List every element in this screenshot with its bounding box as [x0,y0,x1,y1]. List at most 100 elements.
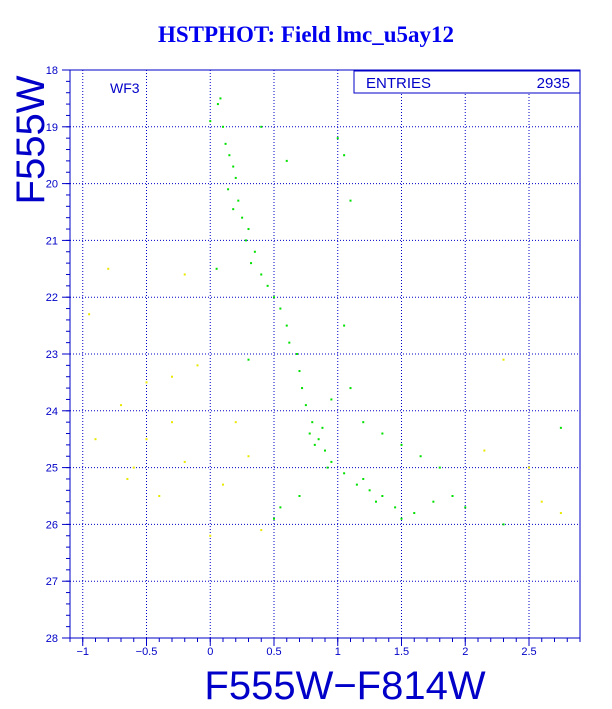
data-point [126,477,129,480]
data-point [304,404,307,407]
data-point [295,353,298,355]
stats-entries-value: 2935 [537,75,570,92]
data-point [209,534,212,537]
y-tick-label: 26 [46,519,58,531]
data-point [145,381,148,384]
data-point [400,443,403,446]
data-point [330,398,333,401]
data-point [559,512,562,515]
data-point [326,466,329,469]
y-tick-label: 28 [46,633,58,645]
y-tick-label: 20 [46,179,58,191]
data-point [247,358,250,361]
data-point [502,358,505,361]
data-point [528,466,530,469]
data-point [222,483,224,486]
y-tick-label: 22 [46,292,58,304]
x-tick-label: −1 [76,646,89,658]
x-tick-label: 2 [462,646,468,658]
data-point [232,208,235,211]
y-axis-label: F555W [9,75,53,204]
x-tick-label: 2.5 [521,646,536,658]
data-point [288,341,291,344]
data-point [183,273,186,276]
data-point [400,517,403,520]
data-point [279,506,282,509]
data-point [375,500,377,503]
data-point [355,483,358,486]
y-tick-label: 19 [46,122,58,134]
y-tick-label: 21 [46,235,58,247]
data-point [317,438,320,441]
data-point [171,421,173,424]
data-point [321,426,324,429]
data-point [107,267,110,270]
data-point [247,228,250,231]
data-point [349,199,352,202]
data-point [209,120,212,123]
data-point [253,250,256,253]
x-axis-label: F555W−F814W [204,664,485,708]
data-point [362,477,365,480]
data-point [298,495,301,497]
data-point [394,506,397,509]
data-point [298,370,301,373]
data-point [301,387,304,390]
stats-entries-label: ENTRIES [366,75,431,92]
data-point [244,239,247,242]
data-point [222,125,224,128]
data-point [88,313,91,316]
data-point [260,125,263,128]
data-point [273,296,275,299]
data-point [502,523,505,526]
data-point [224,142,227,145]
data-point [250,262,253,265]
data-point [313,443,316,446]
data-point [438,466,441,469]
y-tick-label: 24 [46,406,58,418]
chart-title: HSTPHOT: Field lmc_u5ay12 [157,22,455,47]
data-point [324,449,326,452]
data-point [285,159,288,162]
x-tick-label: 1.5 [394,646,409,658]
data-point [381,495,384,497]
data-point [413,512,416,515]
data-point [311,421,314,424]
data-point [219,97,222,100]
x-tick-label: 0.5 [266,646,281,658]
data-point [215,267,218,270]
data-point [216,103,219,106]
data-point [368,489,371,492]
data-point [228,154,231,157]
y-tick-label: 25 [46,463,58,475]
data-point [279,307,282,310]
data-point [451,495,454,497]
data-point [260,273,263,276]
data-point [227,188,230,191]
data-point [132,466,135,469]
data-point [285,324,288,327]
data-point [381,432,384,435]
x-tick-label: 1 [335,646,341,658]
data-point [196,364,199,367]
data-point [559,426,562,429]
data-point [330,460,333,463]
data-point [158,495,161,497]
x-tick-label: −0.5 [136,646,158,658]
data-point [419,455,422,458]
data-point [464,506,467,509]
data-point [266,284,269,287]
data-point [308,432,311,435]
data-point [237,199,240,202]
stats-box [353,70,581,94]
data-point [120,404,122,407]
data-point [343,324,346,327]
data-point [94,438,97,441]
data-point [183,460,186,463]
data-point [145,438,148,441]
data-point [343,472,346,475]
data-point [241,216,244,219]
data-point [540,500,543,503]
